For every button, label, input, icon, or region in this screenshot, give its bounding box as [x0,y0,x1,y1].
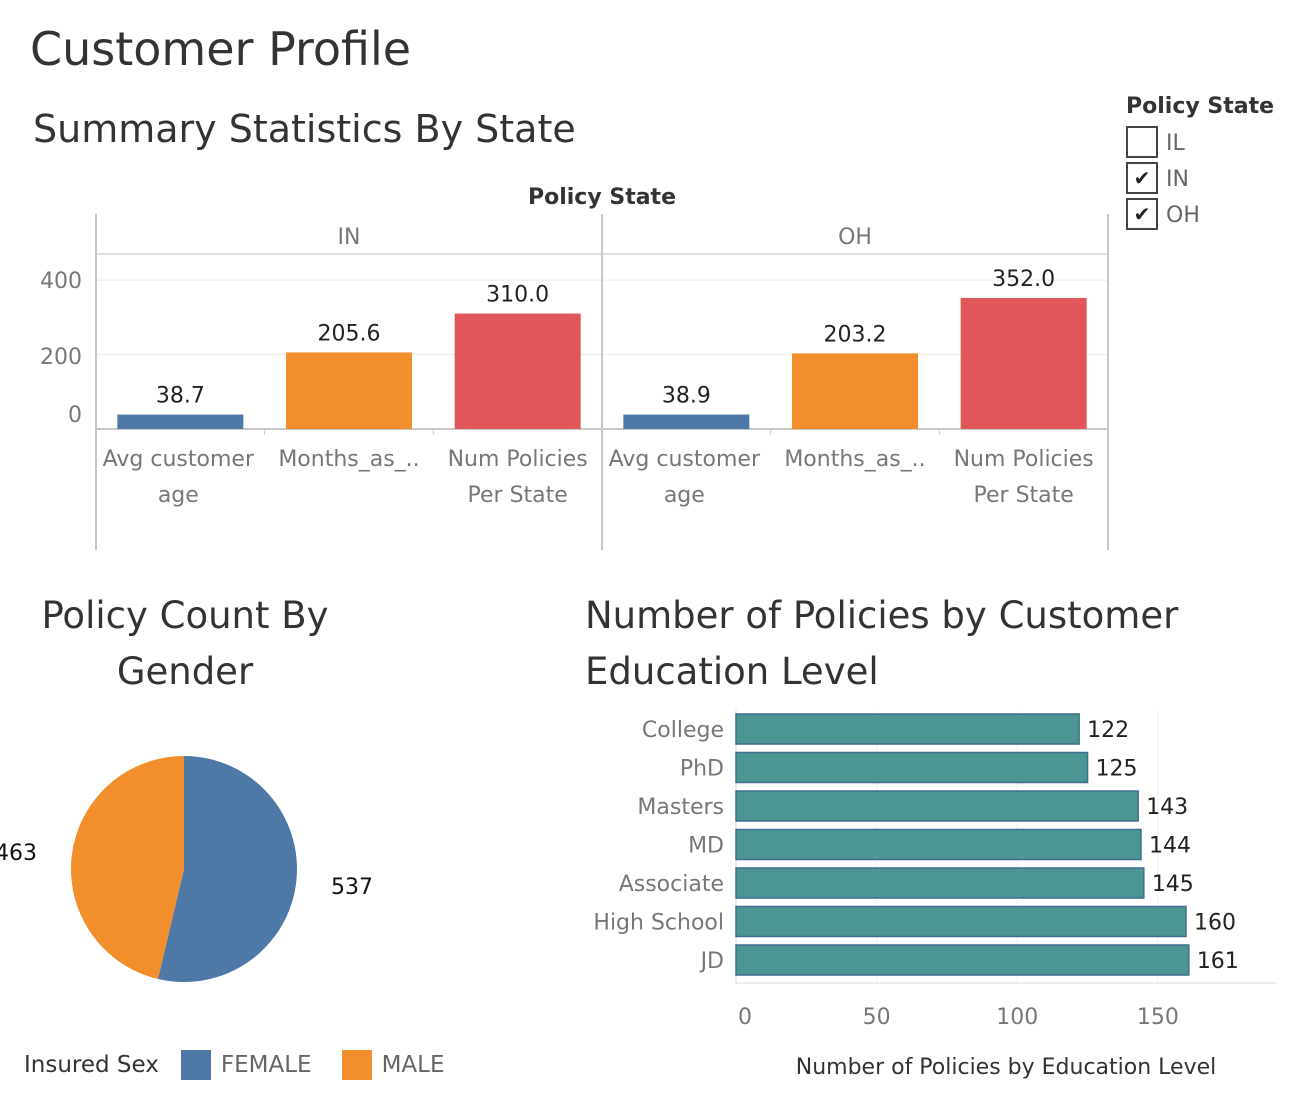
x-tick-label: 150 [1137,1005,1179,1030]
gender-legend: Insured Sex FEMALE MALE [24,1050,475,1080]
policy-state-filter: Policy State IL ✔ IN ✔ OH [1126,94,1274,233]
filter-title: Policy State [1126,94,1275,119]
summary-statistics-chart: Policy State 0 200 400 IN 38.7 Avg customer age… [40,185,1109,550]
legend-item-male[interactable]: MALE [341,1050,445,1080]
pie-value-label: 537 [331,875,373,900]
bar [735,790,1139,822]
education-bar-chart: 122 College 125 PhD 143 Masters 144 MD 145 Associ… [593,710,1276,1080]
y-category-label: PhD [680,757,724,782]
bar-value-label: 125 [1096,757,1138,782]
y-tick-label: 200 [40,345,82,370]
bar-value-label: 205.6 [318,321,381,346]
check-icon: ✔ [1133,166,1151,190]
bar [735,905,1187,938]
bar-value-label: 38.7 [156,384,205,409]
y-category-label: High School [593,911,724,936]
bar [735,828,1142,861]
legend-title: Insured Sex [24,1052,159,1078]
bar-value-label: 38.9 [662,384,711,409]
legend-swatch-female [180,1050,211,1080]
gender-title-line2: Gender [116,650,254,693]
checkbox-oh[interactable]: ✔ [1126,198,1158,230]
bar [735,867,1145,899]
y-category-label: Masters [637,795,724,820]
checkbox-il[interactable] [1126,126,1158,158]
y-tick-label: 400 [40,269,82,294]
pie-slice-female [157,756,297,982]
filter-option-il[interactable]: IL [1126,125,1274,161]
x-category-label: Per State [468,483,568,508]
bar-value-label: 145 [1152,872,1194,897]
legend-item-female[interactable]: FEMALE [180,1050,312,1080]
y-category-label: MD [688,834,724,859]
gender-chart-title: Policy Count By Gender [20,588,350,700]
filter-option-in[interactable]: ✔ IN [1126,161,1274,197]
x-category-label: Avg customer [103,447,255,472]
x-category-label: age [158,483,199,508]
bar [735,751,1089,784]
x-category-label: Months_as_.. [278,447,419,472]
bar [286,352,412,429]
summary-title: Summary Statistics By State [33,107,576,151]
bar [792,353,918,429]
legend-label: MALE [381,1052,445,1078]
bar-value-label: 161 [1197,949,1239,974]
filter-option-label: IL [1166,130,1185,156]
x-category-label: Per State [974,483,1074,508]
y-tick-label: 0 [68,403,82,428]
page-title: Customer Profile [30,22,412,76]
filter-option-label: OH [1166,202,1200,228]
filter-option-oh[interactable]: ✔ OH [1126,197,1274,233]
x-category-label: Months_as_.. [784,447,925,472]
checkbox-in[interactable]: ✔ [1126,162,1158,194]
y-category-label: College [642,718,724,743]
education-title-line1: Number of Policies by Customer [585,594,1179,637]
bar-value-label: 310.0 [486,283,549,308]
bar-value-label: 122 [1087,718,1129,743]
x-tick-label: 50 [863,1005,891,1030]
bar-value-label: 203.2 [824,322,887,347]
x-category-label: Avg customer [609,447,761,472]
bar-value-label: 143 [1146,795,1188,820]
gender-pie-chart: 537 463 [0,756,373,982]
x-category-label: Num Policies [448,447,588,472]
bar [735,944,1190,976]
bar-value-label: 352.0 [992,267,1055,292]
bar [454,313,581,429]
bar-value-label: 160 [1194,911,1236,936]
pie-value-label: 463 [0,841,37,866]
bar [735,713,1080,745]
check-icon: ✔ [1133,202,1151,226]
filter-option-label: IN [1166,166,1189,192]
bar [960,297,1087,429]
education-title-line2: Education Level [585,650,879,693]
x-tick-label: 100 [996,1005,1038,1030]
x-category-label: Num Policies [954,447,1094,472]
bar [623,414,750,429]
x-axis-title: Number of Policies by Education Level [796,1055,1217,1080]
pane-header-label: IN [338,225,361,250]
x-category-label: age [664,483,705,508]
y-category-label: Associate [619,872,724,897]
education-chart-title: Number of Policies by Customer Education… [585,588,1178,700]
pane-header-label: OH [838,225,872,250]
legend-label: FEMALE [220,1052,312,1078]
x-tick-label: 0 [738,1005,752,1030]
bar [117,414,244,429]
pie-slice-male [70,756,184,979]
gender-title-line1: Policy Count By [41,594,329,637]
y-category-label: JD [699,949,724,974]
bar-value-label: 144 [1149,834,1191,859]
column-header: Policy State [528,185,676,210]
legend-swatch-male [341,1050,372,1080]
